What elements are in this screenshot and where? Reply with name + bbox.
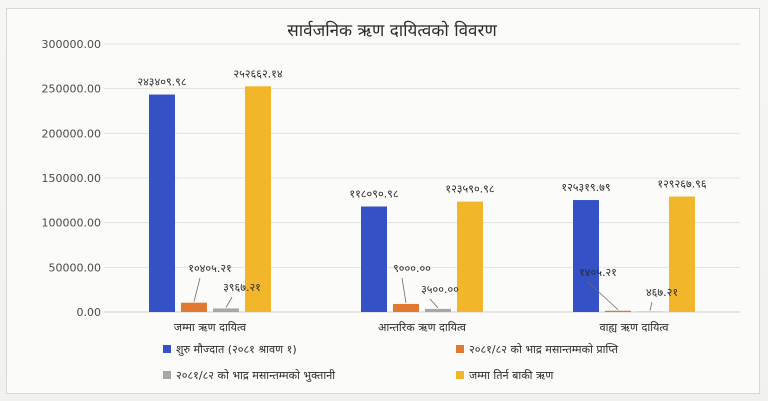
data-label: १२३५९०.९८ (445, 183, 495, 196)
leader-line (193, 277, 201, 302)
leader-lines (193, 277, 653, 311)
x-category-label: आन्तरिक ऋण दायित्व (378, 321, 467, 334)
data-label: २४३४०९.९८ (137, 76, 187, 89)
leader-line (649, 301, 653, 311)
x-category-label: वाह्य ऋण दायित्व (600, 321, 670, 334)
y-tick-label: 0.00 (77, 306, 102, 319)
bar (361, 206, 387, 312)
bar (605, 310, 631, 312)
legend-swatch (456, 345, 464, 353)
bar (573, 200, 599, 312)
legend-swatch (163, 345, 171, 353)
y-tick-label: 200000.00 (42, 127, 102, 140)
leader-line (225, 296, 233, 308)
data-label: १२९२६७.९६ (657, 178, 707, 191)
bar (149, 94, 175, 313)
data-label: १२५३१९.७९ (561, 181, 610, 194)
chart-frame (6, 8, 760, 394)
leader-line (429, 298, 439, 309)
bar (457, 201, 483, 312)
legend: शुरु मौज्दात (२०८१ श्रावण १) २०८१/८२ को भ… (163, 343, 619, 382)
y-tick-label: 250000.00 (42, 83, 102, 96)
x-category-label: जम्मा ऋण दायित्व (174, 321, 247, 334)
data-label: १०४०५.२१ (188, 262, 232, 275)
data-label: ४६७.२१ (646, 286, 678, 299)
legend-label: २०८१/८२ को भाद्र मसान्तम्मको प्राप्ति (469, 343, 619, 356)
data-label: ३९६७.२१ (223, 281, 261, 294)
legend-label: २०८१/८२ को भाद्र मसान्तम्मको भुक्तानी (176, 369, 335, 382)
y-tick-label: 150000.00 (42, 172, 102, 185)
bar (181, 302, 207, 312)
bar (425, 308, 451, 312)
bar (393, 303, 419, 312)
leader-line (587, 281, 619, 311)
y-axis-ticks: 0.00 50000.00 100000.00 150000.00 200000.00 2… (42, 38, 102, 319)
data-label: ३५००.०० (421, 283, 459, 296)
legend-label: जम्मा तिर्न बाकी ऋण (469, 369, 554, 382)
bar (245, 86, 271, 313)
x-axis-categories: जम्मा ऋण दायित्व आन्तरिक ऋण दायित्व वाह्य … (174, 321, 669, 334)
legend-swatch (456, 371, 464, 379)
bar-groups (149, 86, 695, 313)
y-tick-label: 50000.00 (49, 261, 102, 274)
chart-title: सार्वजनिक ऋण दायित्वको विवरण (287, 20, 497, 41)
legend-label: शुरु मौज्दात (२०८१ श्रावण १) (176, 343, 297, 356)
data-label: १४०५.२१ (579, 266, 617, 279)
y-tick-label: 300000.00 (42, 38, 102, 51)
data-labels: २४३४०९.९८ १०४०५.२१ ३९६७.२१ २५२६६२.१४ ११८०९०.… (137, 67, 707, 299)
data-label: ९०००.०० (393, 262, 431, 275)
legend-swatch (163, 371, 171, 379)
bar (213, 308, 239, 312)
data-label: ११८०९०.९८ (349, 188, 399, 201)
bar (669, 196, 695, 312)
gridlines (104, 43, 740, 313)
leader-line (401, 277, 407, 304)
y-tick-label: 100000.00 (42, 217, 102, 230)
data-label: २५२६६२.१४ (233, 67, 283, 80)
